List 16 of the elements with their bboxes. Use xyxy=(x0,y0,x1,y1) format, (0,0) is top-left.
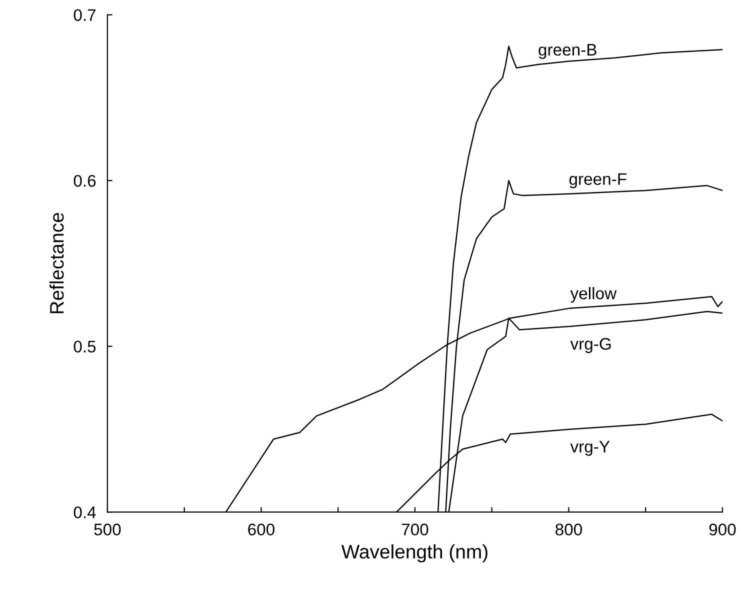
series-label: vrg-Y xyxy=(570,440,610,456)
series-label: yellow xyxy=(570,287,617,303)
x-tick-label: 500 xyxy=(94,524,121,536)
y-tick-label: 0.6 xyxy=(74,174,96,187)
y-tick-label: 0.7 xyxy=(74,9,96,22)
x-axis-title: Wavelength (nm) xyxy=(341,544,488,562)
series-label: green-B xyxy=(538,44,596,59)
y-tick-label: 0.5 xyxy=(74,340,96,353)
x-tick-label: 700 xyxy=(402,524,428,536)
y-axis-title: Reflectance xyxy=(49,212,64,314)
x-tick-label: 600 xyxy=(248,524,274,536)
x-tick-label: 900 xyxy=(709,524,736,536)
series-label: vrg-G xyxy=(570,338,611,354)
series-label: green-F xyxy=(569,173,626,188)
x-tick-label: 800 xyxy=(556,524,582,536)
y-tick-label: 0.4 xyxy=(74,506,96,518)
